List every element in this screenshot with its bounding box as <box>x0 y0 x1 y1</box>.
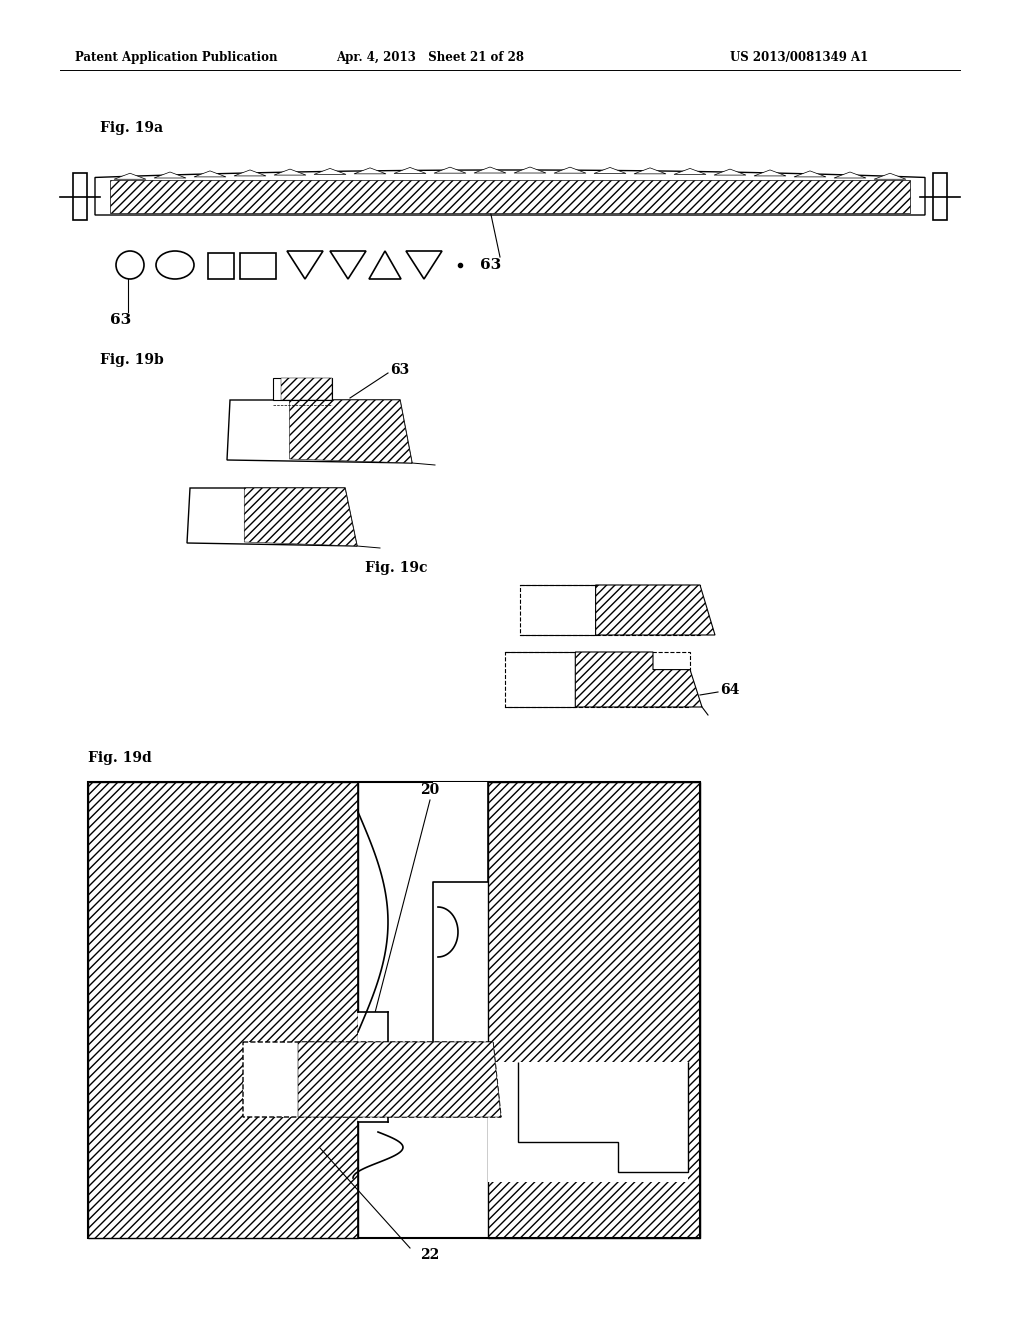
Polygon shape <box>234 170 266 176</box>
Polygon shape <box>520 585 700 635</box>
Text: 63: 63 <box>480 257 502 272</box>
Polygon shape <box>714 169 746 176</box>
Polygon shape <box>874 173 906 180</box>
Polygon shape <box>834 172 866 178</box>
Bar <box>488 1063 688 1181</box>
Text: Fig. 19a: Fig. 19a <box>100 121 163 135</box>
Text: 22: 22 <box>421 1247 439 1262</box>
Polygon shape <box>281 378 332 400</box>
Polygon shape <box>194 170 226 177</box>
Polygon shape <box>274 169 306 176</box>
Polygon shape <box>474 168 506 173</box>
Text: 63: 63 <box>390 363 410 378</box>
Polygon shape <box>95 170 925 215</box>
Polygon shape <box>187 488 357 546</box>
Polygon shape <box>290 400 412 463</box>
Polygon shape <box>272 378 332 400</box>
Text: US 2013/0081349 A1: US 2013/0081349 A1 <box>730 51 868 65</box>
Bar <box>88 781 700 1238</box>
Polygon shape <box>394 168 426 173</box>
Bar <box>240 253 276 279</box>
Polygon shape <box>433 781 488 882</box>
Polygon shape <box>674 169 706 174</box>
Bar <box>933 173 947 220</box>
Polygon shape <box>596 585 715 635</box>
Polygon shape <box>298 1041 501 1117</box>
Polygon shape <box>554 168 586 173</box>
Bar <box>88 781 358 1238</box>
Polygon shape <box>634 168 666 174</box>
Text: 20: 20 <box>421 783 439 797</box>
Polygon shape <box>245 488 357 546</box>
Polygon shape <box>514 168 546 173</box>
Text: Apr. 4, 2013   Sheet 21 of 28: Apr. 4, 2013 Sheet 21 of 28 <box>336 51 524 65</box>
Polygon shape <box>154 172 186 178</box>
Bar <box>208 253 234 279</box>
Polygon shape <box>794 170 826 177</box>
Bar <box>358 1012 388 1122</box>
Polygon shape <box>243 1041 501 1117</box>
Polygon shape <box>594 168 626 173</box>
Bar <box>110 180 910 213</box>
Text: Fig. 19c: Fig. 19c <box>365 561 427 576</box>
Bar <box>73 173 87 220</box>
Polygon shape <box>314 169 346 174</box>
Text: Patent Application Publication: Patent Application Publication <box>75 51 278 65</box>
Polygon shape <box>354 168 386 174</box>
Text: Fig. 19b: Fig. 19b <box>100 352 164 367</box>
Polygon shape <box>505 652 690 708</box>
Text: 64: 64 <box>720 682 739 697</box>
Text: Fig. 19d: Fig. 19d <box>88 751 152 766</box>
Polygon shape <box>227 400 412 463</box>
Polygon shape <box>114 173 146 180</box>
Polygon shape <box>434 168 466 173</box>
Text: 63: 63 <box>110 313 131 327</box>
Polygon shape <box>754 170 786 176</box>
Polygon shape <box>575 652 702 708</box>
